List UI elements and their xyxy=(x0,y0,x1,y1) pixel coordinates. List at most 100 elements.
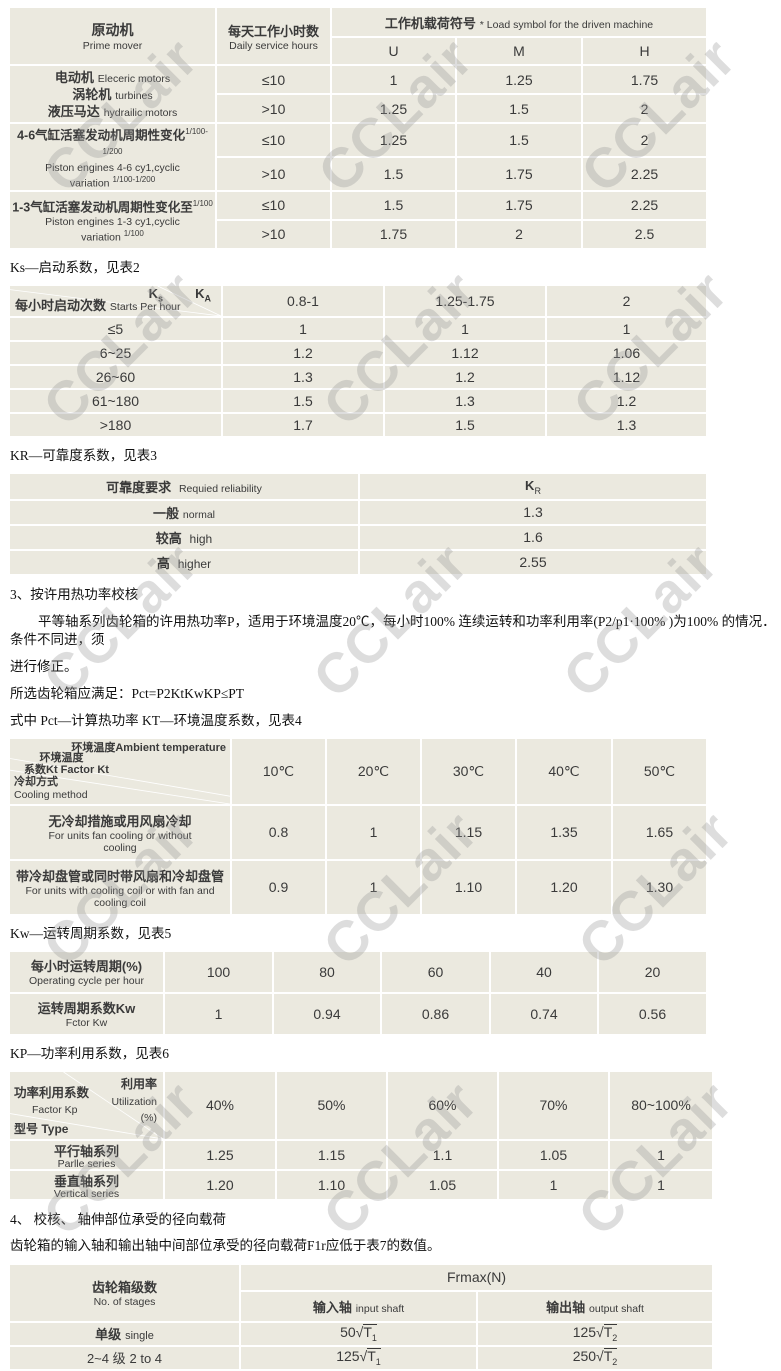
cell: 1.75 xyxy=(580,64,709,95)
cell: 0.56 xyxy=(597,991,708,1036)
header-prime-mover: 原动机 Prime mover xyxy=(8,6,217,66)
cell-label: 较高 high xyxy=(8,523,360,551)
col-header: 10℃ xyxy=(230,736,327,806)
cell: 1.12 xyxy=(383,339,547,366)
table-row: 垂直轴系列 Vertical series 1.20 1.10 1.05 1 1 xyxy=(8,1168,714,1201)
group-en: variation xyxy=(69,177,110,190)
table-row: 运转周期系数Kw Fctor Kw 1 0.94 0.86 0.74 0.56 xyxy=(8,991,708,1036)
factor-kp-label: 功率利用系数 Factor Kp xyxy=(14,1085,90,1117)
col-header: 0.8-1 xyxy=(221,283,385,318)
cell: 2.25 xyxy=(580,189,709,221)
cell: 1.25 xyxy=(330,122,457,158)
cell: 1.5 xyxy=(455,122,583,158)
cell: >10 xyxy=(215,218,332,250)
cell: 1.3 xyxy=(383,387,547,414)
cell: 20 xyxy=(597,949,708,994)
cell: 1 xyxy=(163,991,274,1036)
table-row: 无冷却措施或用风扇冷却 For units fan cooling or wit… xyxy=(8,803,708,861)
caption-kw: Kw—运转周期系数，见表5 xyxy=(10,925,172,941)
cell: 1.3 xyxy=(221,363,385,390)
cell-value: 1.6 xyxy=(358,523,708,551)
table-row: 26~60 1.3 1.2 1.12 xyxy=(8,363,708,390)
cell-label: 高 higher xyxy=(8,548,360,576)
cell: ≤10 xyxy=(215,189,332,221)
cell: 1.7 xyxy=(221,411,385,438)
row-label-fan-cooling: 无冷却措施或用风扇冷却 For units fan cooling or wit… xyxy=(8,803,232,861)
col-header: 2 xyxy=(545,283,708,318)
table-row: 4-6气缸活塞发动机周期性变化1/100-1/200 Piston engine… xyxy=(8,122,709,192)
cell: 0.8 xyxy=(230,803,327,861)
group-fraction: 1/100-1/200 xyxy=(112,175,156,185)
cell: 1.3 xyxy=(545,411,708,438)
row-label-factor-kw: 运转周期系数Kw Fctor Kw xyxy=(8,991,165,1036)
cell: 2 xyxy=(580,93,709,124)
corner-utilization-header: 功率利用系数 Factor Kp 利用率 Utilization (%) 型号 Typ… xyxy=(8,1069,165,1141)
col-header: 1.25-1.75 xyxy=(383,283,547,318)
diagonal-lines xyxy=(10,1072,163,1139)
cell-stage-label: 2~4 级 2 to 4 xyxy=(8,1344,241,1371)
cell: 1 xyxy=(608,1138,714,1171)
table-radial-load: 齿轮箱级数 No. of stages Frmax(N) 输入轴 input s… xyxy=(8,1262,715,1371)
cell: 1.2 xyxy=(221,339,385,366)
col-header: 50℃ xyxy=(611,736,708,806)
cell: ≤5 xyxy=(8,315,223,342)
table-row: Ks KA 每小时启动次数 Starts Per hour 0.8-1 1.25… xyxy=(8,283,708,318)
table-row: >180 1.7 1.5 1.3 xyxy=(8,411,708,438)
cell: 1.20 xyxy=(515,858,613,916)
table-row: 单级 single 50√T1 125√T2 xyxy=(8,1320,715,1347)
col-header: 50% xyxy=(275,1069,388,1141)
cell: 1.05 xyxy=(497,1138,610,1171)
cell: ≤10 xyxy=(215,122,332,158)
table-load-symbol: 原动机 Prime mover 每天工作小时数 Daily service ho… xyxy=(8,6,709,250)
table-row: 电动机 Eleceric motors 涡轮机 turbines 液压马达 hy… xyxy=(8,64,709,124)
col-header: 20℃ xyxy=(325,736,422,806)
group-en: Piston engines 1-3 cy1,cyclic xyxy=(45,215,180,228)
cell: 60 xyxy=(380,949,491,994)
header-U: U xyxy=(330,36,457,66)
section3-paragraph: 进行修正。 xyxy=(10,658,78,674)
table-row: 平行轴系列 Parlle series 1.25 1.15 1.1 1.05 1 xyxy=(8,1138,714,1171)
table-row: 一般 normal 1.3 xyxy=(8,498,708,526)
group-en: hydrailic motors xyxy=(103,106,178,119)
cooling-method-label: 冷却方式 Cooling method xyxy=(14,776,88,801)
cell: >10 xyxy=(215,155,332,192)
table-row: U M H xyxy=(9,36,709,66)
table-row: 带冷却盘管或同时带风扇和冷却盘管 For units with cooling … xyxy=(8,858,708,916)
table-row: 61~180 1.5 1.3 1.2 xyxy=(8,387,708,414)
group-fraction: 1/100 xyxy=(192,199,213,209)
cell: 1.20 xyxy=(163,1168,277,1201)
cell: 1.5 xyxy=(221,387,385,414)
cell: 1.25 xyxy=(163,1138,277,1171)
table-row: >10 1.5 1.75 2.25 xyxy=(9,155,709,192)
cell: 1.65 xyxy=(611,803,708,861)
group-piston-4-6: 4-6气缸活塞发动机周期性变化1/100-1/200 Piston engine… xyxy=(8,122,217,192)
cell: 2 xyxy=(455,218,583,250)
header-reliability: 可靠度要求 Requied reliability xyxy=(8,471,360,501)
group-fraction: 1/100-1/200 xyxy=(102,127,208,156)
cell: 1.1 xyxy=(386,1138,499,1171)
cell: 1 xyxy=(383,315,547,342)
cell: 1 xyxy=(497,1168,610,1201)
table-row: 6~25 1.2 1.12 1.06 xyxy=(8,339,708,366)
section3-formula: 所选齿轮箱应满足：Pct=P2KtKwKP≤PT xyxy=(10,685,245,701)
factor-kt-label: 环境温度 系数Kt Factor Kt xyxy=(24,751,109,777)
corner-starts-header: Ks KA 每小时启动次数 Starts Per hour xyxy=(8,283,223,318)
col-header: 60% xyxy=(386,1069,499,1141)
cell: 26~60 xyxy=(8,363,223,390)
caption-kr: KR—可靠度系数，见表3 xyxy=(10,447,158,463)
cell: 1 xyxy=(325,858,422,916)
header-input-shaft: 输入轴 input shaft xyxy=(239,1289,478,1323)
ks-label: Ks xyxy=(148,285,163,304)
cell: 1 xyxy=(330,64,457,95)
cell: 1 xyxy=(221,315,385,342)
cell: 1.30 xyxy=(611,858,708,916)
group-en: Piston engines 4-6 cy1,cyclic xyxy=(45,162,180,175)
cell: 1.10 xyxy=(420,858,517,916)
cell: 61~180 xyxy=(8,387,223,414)
cell: 2 xyxy=(580,122,709,158)
cell: 1.10 xyxy=(275,1168,388,1201)
cell: 1.75 xyxy=(330,218,457,250)
cell: 1.35 xyxy=(515,803,613,861)
header-en: * Load symbol for the driven machine xyxy=(479,18,654,31)
header-zh: 工作机载荷符号 xyxy=(384,15,476,31)
